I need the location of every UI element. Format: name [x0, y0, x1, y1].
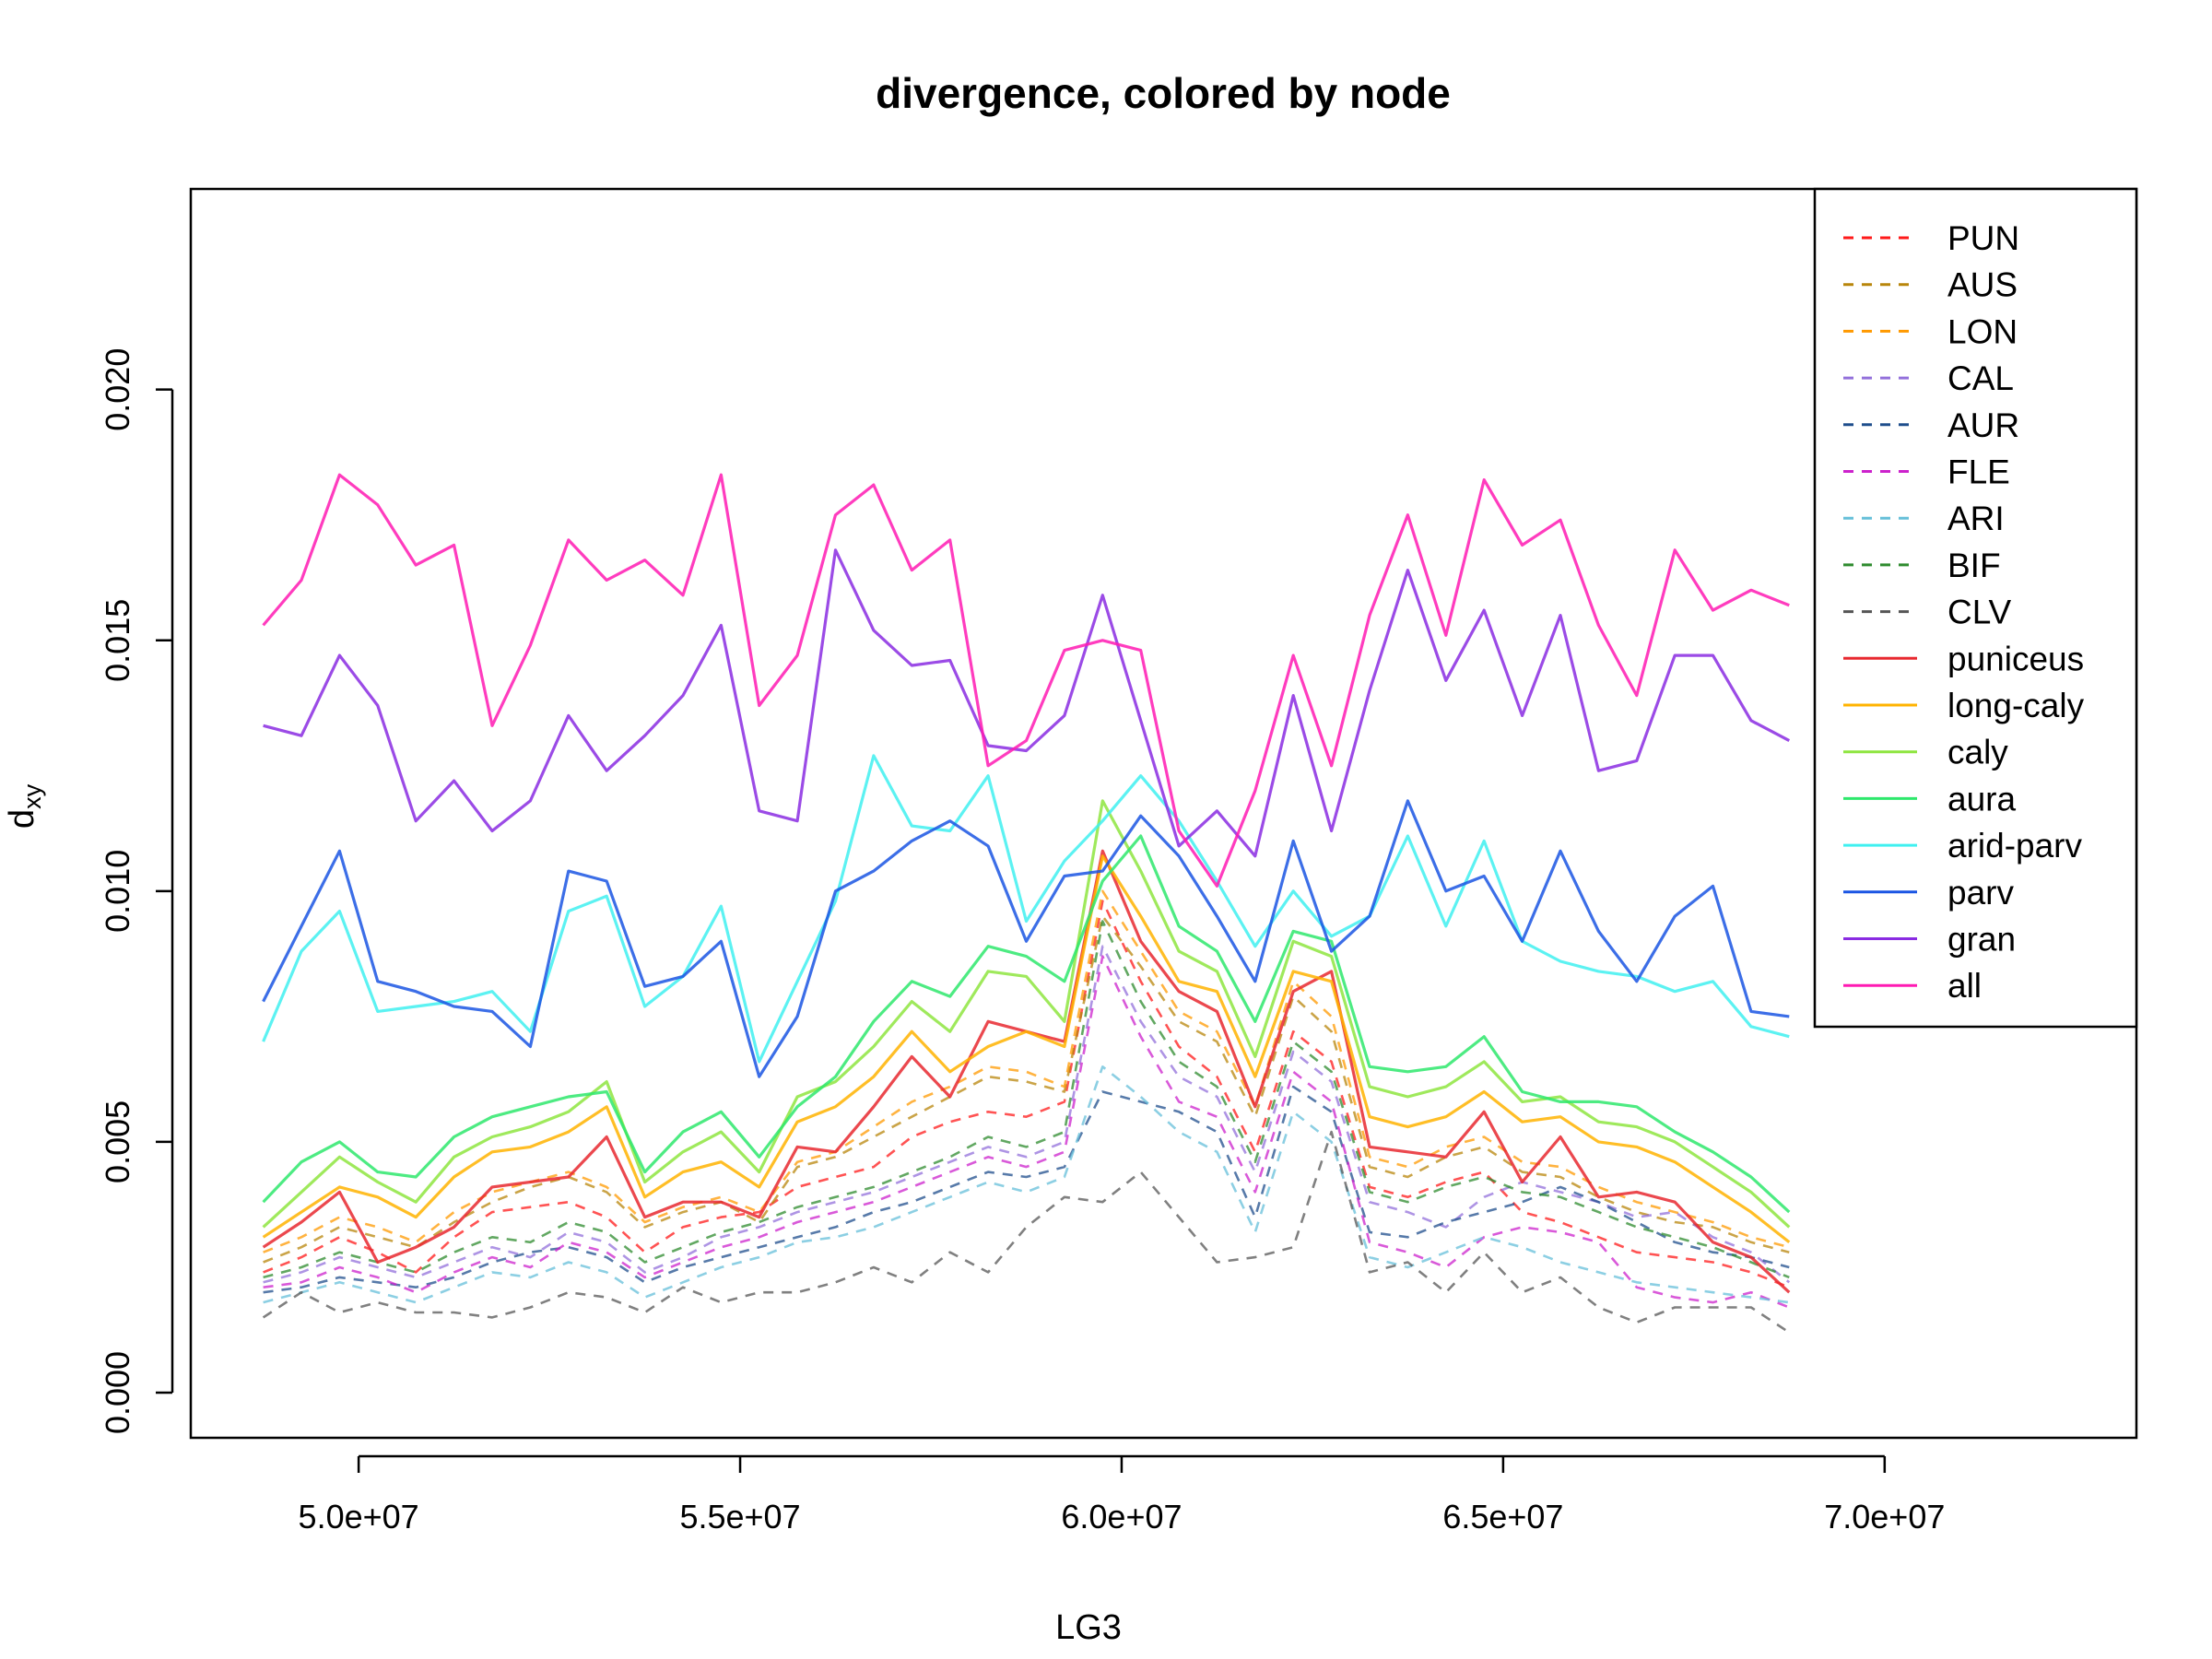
series-line-pun — [263, 900, 1790, 1288]
legend-label-clv: CLV — [1947, 594, 2012, 631]
legend-label-ari: ARI — [1947, 500, 2005, 537]
series-line-clv — [262, 1130, 1791, 1334]
y-axis-label: dxy — [3, 783, 46, 829]
series-line-cal — [263, 945, 1791, 1284]
y-axis-label-main: d — [3, 809, 41, 829]
x-tick-label: 6.0e+07 — [1061, 1498, 1182, 1535]
series-lines — [262, 473, 1791, 1334]
series-line-arid-parv — [262, 754, 1790, 1064]
legend-label-arid-parv: arid-parv — [1947, 827, 2082, 865]
legend-label-aura: aura — [1947, 780, 2016, 818]
series-line-gran — [263, 548, 1791, 858]
series-line-all — [262, 473, 1790, 888]
legend-label-aus: AUS — [1947, 266, 2018, 304]
y-tick-label: 0.020 — [99, 348, 136, 431]
series-line-aus — [263, 914, 1790, 1264]
legend-label-lon: LON — [1947, 312, 2018, 350]
legend-label-cal: CAL — [1947, 359, 2014, 397]
x-tick-label: 6.5e+07 — [1442, 1498, 1563, 1535]
y-tick-label: 0.000 — [99, 1351, 136, 1434]
series-line-caly — [262, 799, 1791, 1229]
legend-label-all: all — [1947, 967, 1982, 1005]
chart-title: divergence, colored by node — [876, 69, 1451, 117]
x-axis-label: LG3 — [1055, 1608, 1122, 1647]
series-line-lon — [263, 889, 1790, 1253]
x-tick-label: 5.0e+07 — [299, 1498, 419, 1535]
legend-label-long-caly: long-caly — [1947, 687, 2085, 724]
legend-label-gran: gran — [1947, 921, 2016, 959]
series-line-ari — [263, 1065, 1790, 1304]
y-axis-label-sub: xy — [18, 783, 46, 809]
legend-label-puniceus: puniceus — [1947, 640, 2084, 677]
legend-label-aur: AUR — [1947, 406, 2019, 444]
x-axis: 5.0e+07 5.5e+07 6.0e+07 6.5e+07 7.0e+07 — [299, 1454, 1945, 1535]
legend-box — [1813, 187, 2138, 1029]
series-line-long-caly — [262, 854, 1791, 1244]
x-tick-label: 7.0e+07 — [1824, 1498, 1945, 1535]
series-line-aura — [262, 834, 1791, 1214]
svg-text:dxy: dxy — [3, 783, 46, 829]
legend-label-bif: BIF — [1947, 547, 2001, 584]
y-tick-label: 0.010 — [99, 850, 136, 933]
series-line-bif — [263, 920, 1790, 1279]
y-tick-label: 0.005 — [99, 1100, 136, 1183]
legend-label-caly: caly — [1947, 734, 2008, 771]
series-line-aur — [263, 1085, 1790, 1294]
legend: PUN AUS LON CAL AUR FLE ARI BIF CLV puniceus long-… — [1813, 187, 2138, 1029]
x-tick-label: 5.5e+07 — [679, 1498, 800, 1535]
y-tick-label: 0.015 — [99, 599, 136, 682]
legend-label-fle: FLE — [1947, 453, 2010, 491]
y-axis: 0.000 0.005 0.010 0.015 0.020 — [99, 348, 174, 1434]
series-line-parv — [262, 799, 1790, 1078]
series-line-fle — [263, 955, 1790, 1309]
legend-label-parv: parv — [1947, 874, 2014, 912]
legend-label-pun: PUN — [1947, 219, 2019, 257]
